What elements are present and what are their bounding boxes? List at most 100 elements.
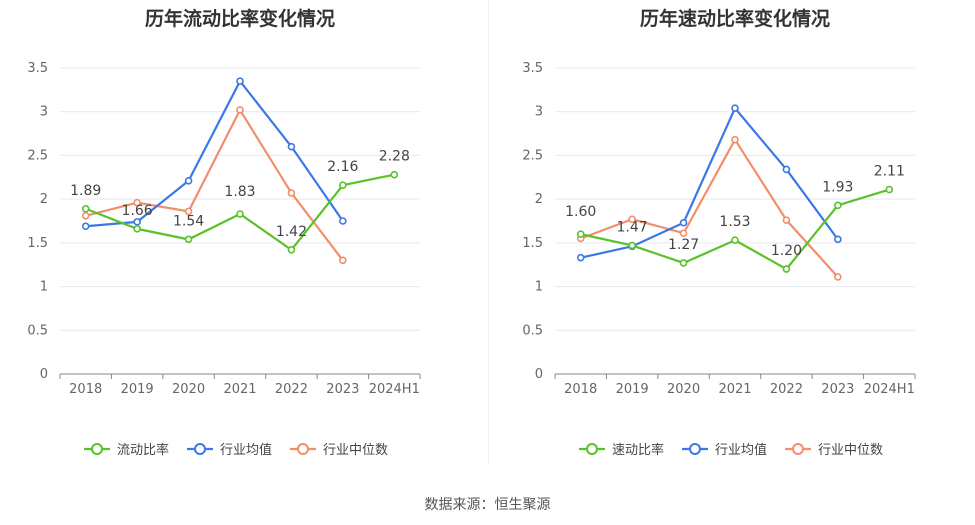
data-label: 1.66	[122, 203, 153, 219]
data-point	[287, 142, 296, 151]
x-tick-label: 2022	[770, 382, 803, 397]
data-point	[679, 218, 688, 227]
y-tick-label: 0	[535, 367, 543, 382]
data-point	[339, 217, 347, 225]
legend: 流动比率 行业均值 行业中位数	[84, 442, 388, 458]
legend-marker	[792, 443, 804, 455]
series-0: 1.60 1.47 1.27 1.53 1.20 1.93 2.11	[565, 164, 905, 273]
quick-ratio-chart: 0 0.5 1 1.5 2 2.5 3 3.5 2018 2019 2020 2021 2022 2023…	[522, 61, 916, 458]
data-point	[834, 235, 842, 244]
current-ratio-chart: 0 0.5 1 1.5 2 2.5 3 3.5 2018 2019 2020 2021 2022 2023…	[27, 61, 421, 458]
legend-marker	[194, 443, 206, 455]
data-label: 1.20	[771, 243, 802, 259]
y-tick-label: 2	[535, 192, 543, 207]
x-tick-label: 2021	[223, 382, 256, 397]
data-point	[679, 259, 688, 267]
data-point	[390, 170, 399, 179]
x-tick-label: 2024H1	[369, 382, 420, 397]
data-point	[339, 181, 347, 189]
data-label: 2.16	[327, 159, 358, 175]
series-line	[85, 80, 344, 228]
y-tick-label: 2.5	[27, 148, 48, 163]
legend-label: 行业均值	[715, 442, 767, 458]
series-line	[580, 107, 839, 259]
x-tick-label: 2021	[718, 382, 751, 397]
data-point	[81, 222, 90, 231]
data-point	[628, 215, 636, 224]
grid: 0 0.5 1 1.5 2 2.5 3 3.5	[27, 61, 420, 382]
data-point	[576, 253, 585, 262]
x-tick-label: 2023	[326, 382, 359, 397]
y-tick-label: 0.5	[522, 323, 543, 338]
chart-title: 历年流动比率变化情况	[144, 8, 335, 30]
data-point	[782, 265, 791, 273]
y-tick-label: 1	[40, 280, 48, 295]
legend-marker	[297, 443, 309, 455]
data-label: 2.11	[874, 164, 905, 180]
legend-label: 行业均值	[220, 442, 272, 458]
data-point	[628, 241, 636, 250]
data-label: 1.47	[617, 219, 648, 235]
data-point	[81, 204, 90, 213]
y-tick-label: 1.5	[522, 236, 543, 251]
series-line	[580, 138, 839, 278]
y-tick-label: 3	[40, 105, 48, 120]
legend-item: 流动比率	[84, 442, 169, 458]
legend-label: 行业中位数	[323, 443, 388, 458]
data-label: 2.28	[379, 149, 410, 165]
y-tick-label: 1	[535, 280, 543, 295]
legend-marker	[91, 443, 103, 455]
x-tick-label: 2019	[121, 382, 154, 397]
x-tick-label: 2023	[821, 382, 854, 397]
legend-item: 行业均值	[187, 442, 272, 458]
series-2	[81, 106, 347, 265]
y-tick-label: 2.5	[522, 148, 543, 163]
data-point	[287, 246, 296, 254]
series-1	[576, 104, 842, 262]
x-tick-label: 2018	[69, 382, 102, 397]
data-label: 1.60	[565, 204, 596, 220]
legend-label: 速动比率	[612, 442, 664, 458]
data-label: 1.42	[276, 224, 307, 240]
data-point	[287, 189, 296, 197]
x-tick-label: 2019	[616, 382, 649, 397]
panel-divider	[488, 0, 489, 465]
data-point	[731, 104, 739, 113]
data-point	[133, 218, 141, 226]
series-0: 1.89 1.66 1.54 1.83 1.42 2.16 2.28	[70, 149, 410, 254]
data-point	[834, 273, 842, 281]
quick-ratio-panel: 历年速动比率变化情况 0 0.5 1 1.5 2 2.5 3 3.5 2018 2019 2020 2…	[495, 0, 975, 470]
y-tick-label: 3.5	[522, 61, 543, 76]
legend-marker	[586, 443, 598, 455]
data-label: 1.54	[173, 213, 204, 229]
data-point	[679, 229, 688, 238]
data-point	[885, 185, 894, 194]
y-tick-label: 2	[40, 192, 48, 207]
data-label: 1.83	[224, 184, 255, 200]
legend-item: 行业中位数	[785, 443, 883, 458]
data-point	[236, 210, 244, 218]
data-label: 1.27	[668, 237, 699, 253]
data-point	[133, 198, 141, 207]
x-tick-label: 2022	[275, 382, 308, 397]
y-tick-label: 0	[40, 367, 48, 382]
chart-title: 历年速动比率变化情况	[639, 8, 830, 30]
series-1	[81, 77, 347, 231]
legend-label: 行业中位数	[818, 443, 883, 458]
data-point	[731, 236, 739, 245]
y-tick-label: 3	[535, 105, 543, 120]
x-tick-label: 2018	[564, 382, 597, 397]
x-tick-label: 2020	[667, 382, 700, 397]
legend-item: 行业均值	[682, 442, 767, 458]
x-tick-label: 2024H1	[864, 382, 915, 397]
x-tick-label: 2020	[172, 382, 205, 397]
legend-label: 流动比率	[117, 442, 169, 458]
series-line	[85, 108, 344, 262]
data-point	[576, 230, 585, 238]
data-point	[236, 106, 244, 114]
data-point	[834, 201, 842, 210]
y-tick-label: 3.5	[27, 61, 48, 76]
legend: 速动比率 行业均值 行业中位数	[579, 442, 883, 458]
data-source: 数据来源：恒生聚源	[424, 497, 551, 513]
data-point	[184, 235, 193, 244]
